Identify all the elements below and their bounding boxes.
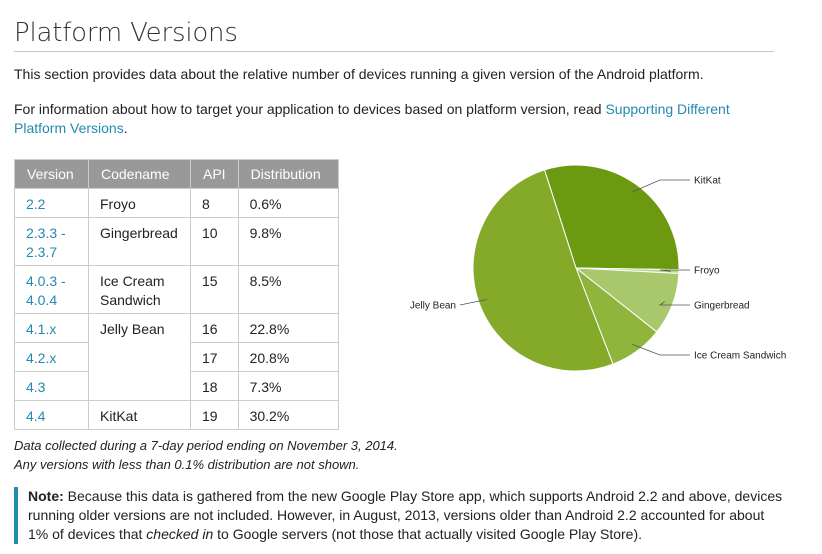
- version-link[interactable]: 2.3.3 - 2.3.7: [26, 225, 66, 260]
- note-label: Note:: [28, 488, 64, 504]
- pie-label: Jelly Bean: [410, 301, 456, 312]
- api-cell: 16: [190, 313, 239, 343]
- intro-paragraph: This section provides data about the rel…: [14, 66, 704, 82]
- note-text-after: to Google servers (not those that actual…: [213, 526, 643, 542]
- api-cell: 18: [190, 371, 239, 401]
- page-title: Platform Versions: [14, 18, 238, 48]
- api-cell: 15: [190, 265, 239, 314]
- header-codename: Codename: [88, 159, 191, 189]
- pie-labels: KitKat Froyo Gingerbread Ice Cream Sandwich…: [410, 176, 786, 362]
- distribution-cell: 22.8%: [237, 313, 339, 343]
- table-row: 4.4 KitKat 19 30.2%: [14, 400, 339, 430]
- version-cell: 4.1.x: [14, 313, 89, 343]
- table-row: 4.0.3 - 4.0.4 Ice Cream Sandwich 15 8.5%: [14, 265, 339, 314]
- table-header-row: Version Codename API Distribution: [14, 159, 339, 189]
- codename-cell: Jelly Bean: [88, 313, 191, 401]
- version-cell: 2.3.3 - 2.3.7: [14, 217, 89, 266]
- supporting-versions-link[interactable]: Supporting Different Platform Versions: [14, 101, 730, 136]
- pie-slices: [472, 164, 680, 372]
- codename-cell: Froyo: [88, 188, 191, 218]
- version-link[interactable]: 2.2: [26, 196, 46, 212]
- distribution-cell: 30.2%: [237, 400, 339, 430]
- pie-label: Froyo: [694, 266, 720, 277]
- table-row: 4.1.x Jelly Bean 16 22.8%: [14, 313, 339, 401]
- versions-table: Version Codename API Distribution 2.2 Fr…: [14, 159, 339, 430]
- version-cell: 2.2: [14, 188, 89, 218]
- version-cell: 4.3: [14, 371, 89, 401]
- pie-leader-line: [658, 301, 690, 306]
- table-row: 2.2 Froyo 8 0.6%: [14, 188, 339, 218]
- header-distribution: Distribution: [237, 159, 339, 189]
- version-link[interactable]: 4.2.x: [26, 350, 57, 366]
- version-link[interactable]: 4.0.3 - 4.0.4: [26, 273, 66, 308]
- header-version: Version: [14, 159, 89, 189]
- pie-leader-line: [632, 343, 690, 356]
- table-row: 2.3.3 - 2.3.7 Gingerbread 10 9.8%: [14, 217, 339, 266]
- version-cell: 4.4: [14, 400, 89, 430]
- pie-slice-kitkat: [543, 164, 680, 271]
- api-cell: 10: [190, 217, 239, 266]
- target-paragraph: For information about how to target your…: [14, 100, 774, 138]
- pie-label: Gingerbread: [694, 301, 750, 312]
- api-cell: 8: [190, 188, 239, 218]
- distribution-cell: 9.8%: [237, 217, 339, 266]
- distribution-cell: 8.5%: [237, 265, 339, 314]
- pie-label: Ice Cream Sandwich: [694, 351, 786, 362]
- data-footnote: Data collected during a 7-day period end…: [14, 436, 398, 474]
- distribution-cell: 7.3%: [237, 371, 339, 401]
- api-cell: 19: [190, 400, 239, 430]
- pie-leader-line: [459, 299, 487, 306]
- table-row: 4.2.x 17 20.8%: [14, 342, 339, 372]
- footnote-line-2: Any versions with less than 0.1% distrib…: [14, 457, 360, 472]
- pie-leader-line: [659, 269, 690, 272]
- title-divider: [14, 51, 774, 52]
- codename-cell: Ice Cream Sandwich: [88, 265, 191, 314]
- footnote-line-1: Data collected during a 7-day period end…: [14, 438, 398, 453]
- table-row: 4.3 18 7.3%: [14, 371, 339, 401]
- api-cell: 17: [190, 342, 239, 372]
- note-text-before: Because this data is gathered from the n…: [28, 488, 783, 542]
- note-callout: Note: Because this data is gathered from…: [14, 487, 788, 544]
- codename-cell: Gingerbread: [88, 217, 191, 266]
- version-link[interactable]: 4.3: [26, 379, 46, 395]
- version-cell: 4.2.x: [14, 342, 89, 372]
- header-api: API: [190, 159, 239, 189]
- distribution-cell: 0.6%: [237, 188, 339, 218]
- pie-slice-jelly-bean: [472, 169, 614, 372]
- note-emphasis: checked in: [146, 526, 214, 542]
- distribution-cell: 20.8%: [237, 342, 339, 372]
- pie-leader-line: [632, 179, 690, 193]
- target-suffix: .: [123, 120, 128, 136]
- distribution-pie-chart: KitKat Froyo Gingerbread Ice Cream Sandwich…: [410, 164, 786, 372]
- version-link[interactable]: 4.4: [26, 408, 46, 424]
- target-prefix: For information about how to target your…: [14, 101, 606, 117]
- version-cell: 4.0.3 - 4.0.4: [14, 265, 89, 314]
- pie-label: KitKat: [694, 176, 721, 187]
- codename-cell: KitKat: [88, 400, 191, 430]
- version-link[interactable]: 4.1.x: [26, 321, 57, 337]
